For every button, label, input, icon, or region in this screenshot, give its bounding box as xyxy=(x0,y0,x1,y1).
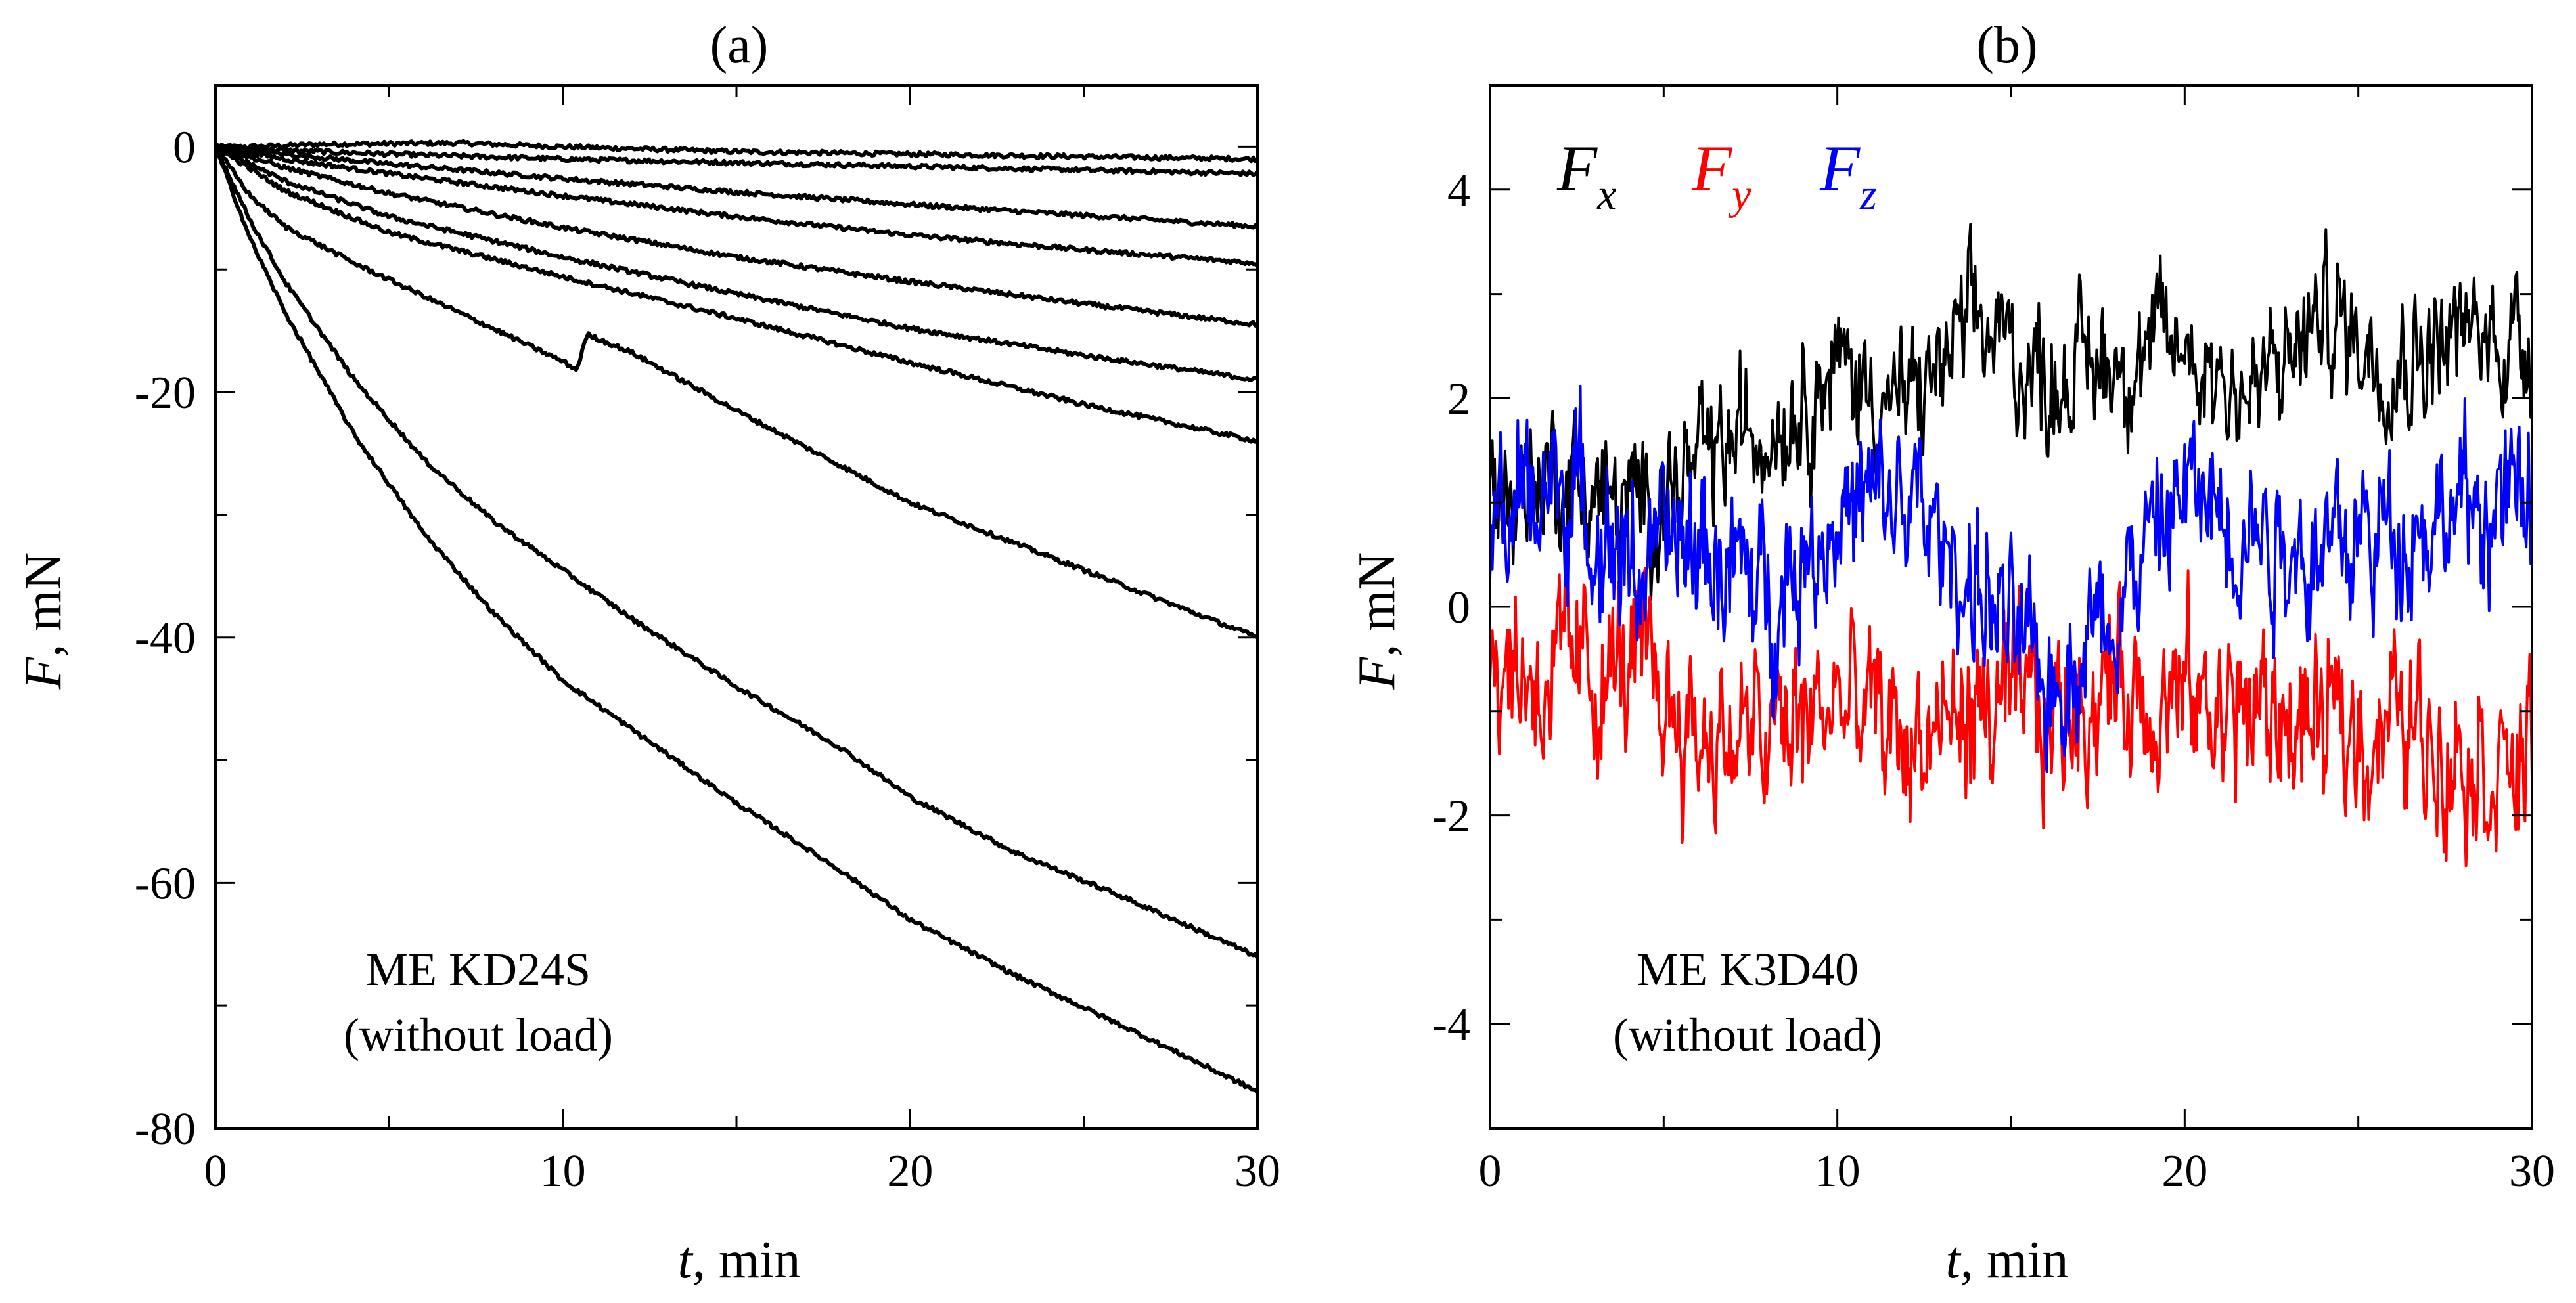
legend-fz-name: F xyxy=(1819,132,1861,205)
panel-b-x-tick-label: 20 xyxy=(2161,1146,2207,1197)
panel-b-x-tick-label: 0 xyxy=(1479,1146,1502,1197)
panel-b-y-label-var: F xyxy=(1348,656,1406,690)
legend-fx-name: F xyxy=(1556,132,1598,205)
panel-a-series-line-9 xyxy=(214,146,1259,959)
panel-a-x-tick-label: 10 xyxy=(540,1146,586,1197)
panel-b-x-axis-label: t, min xyxy=(1946,1231,2069,1289)
panel-b-x-tick-label: 30 xyxy=(2509,1146,2555,1197)
legend-fx: Fx xyxy=(1556,132,1616,219)
legend-fz: Fz xyxy=(1819,132,1877,219)
legend-fx-sub: x xyxy=(1596,171,1616,219)
panel-a-series-line-8 xyxy=(214,146,1259,640)
panel-a-series-line-7 xyxy=(214,144,1259,444)
panel-a-x-tick-label: 30 xyxy=(1234,1146,1280,1197)
panel-b-plot-frame xyxy=(1489,84,2533,1130)
panel-b-y-tick-label: 4 xyxy=(1447,166,1470,216)
panel-b-x-tick-label: 10 xyxy=(1815,1146,1861,1197)
panel-a-title: (a) xyxy=(710,16,769,74)
panel-a-y-tick-label: -40 xyxy=(135,613,196,664)
panel-a-series-group xyxy=(214,139,1259,1094)
legend-fy-name: F xyxy=(1691,132,1732,205)
panel-a-series-line-6 xyxy=(215,144,1258,382)
panel-b-y-tick-label: -4 xyxy=(1432,1000,1470,1050)
panel-b-y-tick-label: 2 xyxy=(1447,374,1470,424)
panel-b-y-tick-label: -2 xyxy=(1432,791,1470,842)
panel-b-y-label-unit: , mN xyxy=(1348,552,1406,657)
legend-fy-sub: y xyxy=(1728,171,1751,219)
panel-b-title: (b) xyxy=(1976,16,2037,74)
panel-b-series-line-3 xyxy=(1489,384,2533,774)
panel-b-annotation-line2: (without load) xyxy=(1613,1009,1882,1061)
panel-a-annotation-line2: (without load) xyxy=(344,1009,613,1061)
panel-a-series-line-4 xyxy=(214,143,1259,267)
panel-a-x-axis-label: t, min xyxy=(678,1231,801,1289)
panel-a-y-axis-label: F, mN xyxy=(14,552,72,690)
panel-a-series-line-10 xyxy=(214,146,1259,1094)
panel-a-plot-frame xyxy=(214,84,1259,1130)
panel-a-series-line-1 xyxy=(214,139,1259,164)
panel-a-series-line-3 xyxy=(215,144,1259,230)
panel-a-y-tick-label: -80 xyxy=(135,1104,196,1155)
panel-a-x-tick-label: 0 xyxy=(204,1146,227,1197)
panel-a: (a) F, mN t, min 0 10 20 30 0 -20 -40 -60 -80 ME… xyxy=(14,16,1280,1289)
panel-a-y-tick-label: -60 xyxy=(135,858,196,909)
panel-b-series-line-1 xyxy=(1489,223,2533,602)
panel-b-legend: Fx Fy Fz xyxy=(1556,132,1877,219)
legend-fz-sub: z xyxy=(1859,171,1877,219)
panel-a-series-line-2 xyxy=(215,143,1259,177)
panel-b-x-label-unit: , min xyxy=(1960,1231,2068,1289)
panel-b-y-axis-label: F, mN xyxy=(1348,552,1406,690)
panel-a-y-tick-label: -20 xyxy=(135,368,196,418)
panel-a-y-tick-label: 0 xyxy=(173,122,196,173)
panel-a-y-label-var: F xyxy=(14,656,72,690)
panel-a-series-line-5 xyxy=(214,145,1259,328)
panel-b-x-label-var: t xyxy=(1946,1231,1962,1289)
panel-a-y-label-unit: , mN xyxy=(14,552,72,657)
panel-b-series-group xyxy=(1489,223,2533,868)
panel-a-x-label-unit: , min xyxy=(692,1231,800,1289)
panel-b-series-line-2 xyxy=(1489,556,2533,868)
panel-b-y-tick-label: 0 xyxy=(1447,583,1470,633)
panel-a-x-tick-label: 20 xyxy=(887,1146,933,1197)
legend-fy: Fy xyxy=(1691,132,1751,219)
panel-a-x-label-var: t xyxy=(678,1231,694,1289)
panel-b-annotation-line1: ME K3D40 xyxy=(1637,943,1859,996)
panel-a-annotation-line1: ME KD24S xyxy=(366,943,591,996)
